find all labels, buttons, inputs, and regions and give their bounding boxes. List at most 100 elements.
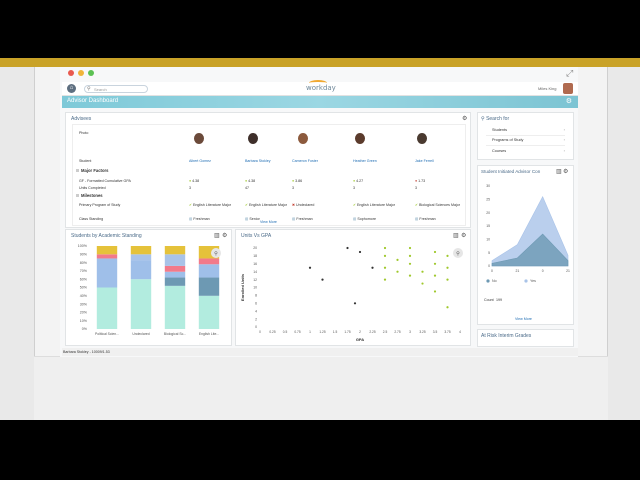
dashboard-header: Advisor Dashboard ⚙ <box>62 96 578 108</box>
gear-icon[interactable]: ⚙ <box>565 98 572 105</box>
x-tick-label: 0 <box>542 269 544 273</box>
panel-title: Advisees <box>71 116 92 122</box>
x-tick-label: 0 <box>259 330 261 334</box>
bar-segment <box>164 285 186 329</box>
program-value: ✔ English Literature Major <box>245 203 287 207</box>
scatter-point <box>408 262 412 265</box>
class-value: ▥ Senior <box>245 217 260 221</box>
divider <box>486 145 565 146</box>
bar-segment <box>130 246 152 255</box>
student-link[interactable]: Heather Green <box>353 159 377 163</box>
x-tick-label: 0 <box>491 269 493 273</box>
chart-icon[interactable]: ▥ <box>556 169 562 175</box>
count-value: 199 <box>496 298 502 302</box>
user-avatar[interactable] <box>563 83 573 94</box>
student-link[interactable]: Jake Ferrell <box>415 159 434 163</box>
chevron-right-icon: › <box>563 137 565 142</box>
scatter-point <box>421 282 424 285</box>
page-title: Advisor Dashboard <box>67 98 119 104</box>
avatar <box>298 133 308 144</box>
row-label-photo: Photo <box>79 131 89 135</box>
scatter-point <box>371 266 374 269</box>
gold-stripe <box>0 58 640 67</box>
search-input[interactable]: ⚲ Search <box>84 85 148 93</box>
scatter-point <box>346 246 349 250</box>
student-link[interactable]: Cameron Foster <box>292 159 318 163</box>
avatar <box>355 133 365 144</box>
gear-icon[interactable]: ⚙ <box>563 169 569 175</box>
units-value: 3 <box>415 186 417 190</box>
y-tick-label: 60% <box>80 277 88 281</box>
workday-logo[interactable]: workday <box>306 84 336 92</box>
y-tick-label: 10 <box>486 238 490 242</box>
student-link[interactable]: Albert Gomez <box>189 159 211 163</box>
y-tick-label: 50% <box>80 286 88 290</box>
y-tick-label: 4 <box>255 309 257 313</box>
student-link[interactable]: Barbara Stokley <box>245 159 271 163</box>
y-tick-label: 40% <box>80 294 88 298</box>
class-label: Class Standing <box>79 217 104 221</box>
y-tick-label: 70% <box>80 269 88 273</box>
gear-icon[interactable]: ⚙ <box>462 116 468 122</box>
search-icon: ⚲ <box>87 86 91 92</box>
search-item-students[interactable]: Students <box>492 128 507 132</box>
top-letterbox <box>0 0 640 58</box>
bar-segment <box>130 279 152 329</box>
search-item-courses[interactable]: Courses <box>492 149 507 153</box>
x-tick-label: 2 <box>359 330 361 334</box>
x-tick-label: 1.75 <box>344 330 350 334</box>
avatar <box>194 133 204 144</box>
count-label: Count <box>484 298 494 302</box>
y-tick-label: 12 <box>253 278 257 282</box>
zoom-icon <box>453 248 463 258</box>
resize-icon[interactable]: ⤢ <box>566 68 574 78</box>
chart-title: Student Initiated Advisor Con <box>481 169 541 174</box>
view-more-link[interactable]: View More <box>260 220 277 224</box>
x-tick-label: 0.5 <box>283 330 288 334</box>
y-tick-label: 10% <box>80 319 88 323</box>
class-value: ▥ Freshman <box>292 217 313 221</box>
search-item-programs[interactable]: Programs of Study <box>492 138 524 142</box>
bar-segment <box>96 246 118 255</box>
x-tick-label: 3 <box>409 330 411 334</box>
program-value: ✖ Undeclared <box>292 203 315 207</box>
scatter-point <box>358 250 362 254</box>
chevron-right-icon: › <box>563 148 565 153</box>
close-dot[interactable] <box>68 70 74 76</box>
gear-icon[interactable]: ⚙ <box>222 233 228 239</box>
chart-icon[interactable]: ▥ <box>453 233 459 239</box>
y-tick-label: 10 <box>253 286 257 290</box>
maximize-dot[interactable] <box>88 70 94 76</box>
view-more-link[interactable]: View More <box>515 317 532 321</box>
x-tick-label: 21 <box>515 269 519 273</box>
scatter-point <box>308 266 312 269</box>
program-label: Primary Program of Study <box>79 203 121 207</box>
status-bar: Barbara Stokley - 10009/1.53 <box>62 348 578 356</box>
standing-chart-panel: Students by Academic Standing ▥ ⚙ 100% 90… <box>65 229 232 346</box>
x-tick-label: Political Scien... <box>95 332 119 336</box>
y-tick-label: 14 <box>253 270 257 274</box>
chart-icon[interactable]: ▥ <box>214 233 220 239</box>
bar-segment <box>130 260 152 280</box>
scatter-point <box>421 270 424 273</box>
scatter-point <box>446 306 449 309</box>
bar-segment <box>198 264 220 278</box>
x-tick-label: Undeclared <box>132 332 149 336</box>
y-tick-label: 90% <box>80 253 88 257</box>
minimize-dot[interactable] <box>78 70 84 76</box>
gear-icon[interactable]: ⚙ <box>461 233 467 239</box>
y-tick-label: 6 <box>255 302 257 306</box>
home-icon[interactable]: ⌂ <box>67 84 76 93</box>
scatter-point <box>446 266 449 269</box>
area-series <box>491 233 569 267</box>
chart-title: Students by Academic Standing <box>71 233 142 239</box>
gpa-value: ● 1.73 <box>415 179 426 183</box>
user-name[interactable]: Miles King <box>538 86 557 91</box>
scatter-point <box>408 254 412 257</box>
monitor-bezel <box>34 356 608 420</box>
window-controls <box>68 70 94 76</box>
search-for-panel: ⚲ Search for Students › Programs of Stud… <box>477 112 574 160</box>
x-tick-label: 1 <box>309 330 311 334</box>
scatter-point <box>321 278 324 281</box>
